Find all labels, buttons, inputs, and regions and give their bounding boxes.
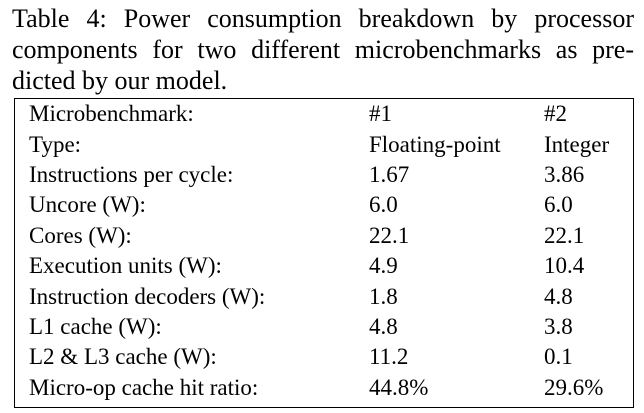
caption-line-3: dicted by our model. (12, 66, 228, 95)
row-label-cell: L2 & L3 cache (W): (29, 344, 217, 370)
row-label-cell: Micro-op cache hit ratio: (29, 374, 259, 400)
table-body: Microbenchmark: #1 #2 Type: Floating-point In… (15, 99, 633, 403)
value-cell-2: 6.0 (544, 192, 573, 218)
table-row: Instructions per cycle: 1.67 3.86 (15, 160, 633, 190)
value-cell-2: 4.8 (544, 283, 573, 309)
caption-line-2: components for two different microbenchm… (12, 35, 634, 64)
value-cell-1: 22.1 (369, 222, 410, 248)
value-cell-2: #2 (544, 101, 567, 127)
data-table: Microbenchmark: #1 #2 Type: Floating-point In… (15, 99, 633, 403)
value-cell-1: #1 (369, 101, 392, 127)
value-cell-1: 4.8 (369, 313, 398, 339)
table-row: Instruction decoders (W): 1.8 4.8 (15, 281, 633, 311)
row-label-cell: Type: (29, 131, 82, 157)
row-label-cell: Execution units (W): (29, 253, 222, 279)
caption-line-1: Table 4: Power consumption breakdown by … (12, 4, 634, 33)
value-cell-2: 22.1 (544, 222, 585, 248)
table-row: Micro-op cache hit ratio: 44.8% 29.6% (15, 373, 633, 403)
value-cell-2: 29.6% (544, 374, 604, 400)
value-cell-2: 3.8 (544, 313, 573, 339)
value-cell-2: 10.4 (544, 253, 585, 279)
value-cell-1: 11.2 (369, 344, 409, 370)
table-row: L2 & L3 cache (W): 11.2 0.1 (15, 342, 633, 372)
table-row: L1 cache (W): 4.8 3.8 (15, 312, 633, 342)
table-row: Execution units (W): 4.9 10.4 (15, 251, 633, 281)
value-cell-1: Floating-point (369, 131, 501, 157)
table-caption: Table 4: Power consumption breakdown by … (12, 3, 634, 96)
table-row: Cores (W): 22.1 22.1 (15, 221, 633, 251)
value-cell-1: 6.0 (369, 192, 398, 218)
value-cell-1: 1.8 (369, 283, 398, 309)
value-cell-2: 0.1 (544, 344, 573, 370)
power-breakdown-table: Microbenchmark: #1 #2 Type: Floating-point In… (14, 98, 634, 408)
table-row: Type: Floating-point Integer (15, 129, 633, 159)
table-row: Microbenchmark: #1 #2 (15, 99, 633, 129)
value-cell-1: 1.67 (369, 161, 410, 187)
value-cell-1: 4.9 (369, 253, 398, 279)
row-label-cell: Instructions per cycle: (29, 161, 234, 187)
row-label-cell: Microbenchmark: (29, 101, 194, 127)
value-cell-2: 3.86 (544, 161, 585, 187)
table-row: Uncore (W): 6.0 6.0 (15, 190, 633, 220)
row-label-cell: Instruction decoders (W): (29, 283, 266, 309)
row-label-cell: Uncore (W): (29, 192, 146, 218)
row-label-cell: Cores (W): (29, 222, 132, 248)
value-cell-2: Integer (544, 131, 610, 157)
value-cell-1: 44.8% (369, 374, 429, 400)
row-label-cell: L1 cache (W): (29, 313, 162, 339)
